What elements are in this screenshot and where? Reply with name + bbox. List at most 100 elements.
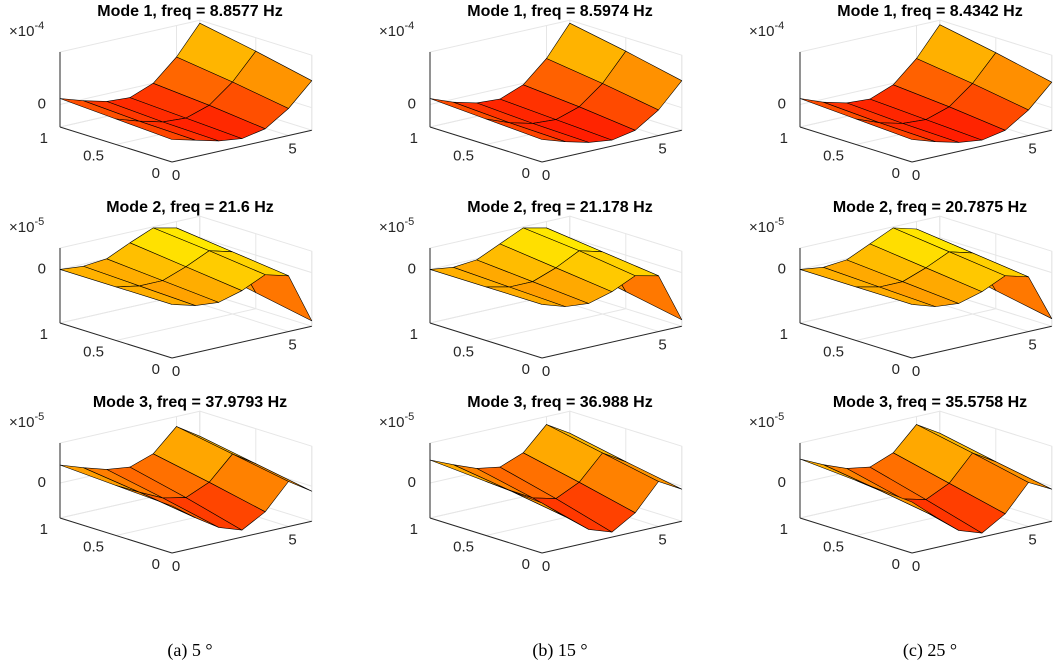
x-tick-label: 5 bbox=[658, 140, 666, 157]
x-tick-label: 0 bbox=[912, 363, 920, 380]
chart-title: Mode 2, freq = 21.178 Hz bbox=[467, 199, 652, 216]
chart-title: Mode 3, freq = 36.988 Hz bbox=[467, 394, 652, 411]
y-tick-label: 0.5 bbox=[453, 538, 474, 555]
surface-patch bbox=[855, 286, 936, 307]
exponent: -5 bbox=[34, 216, 44, 228]
y-tick-label: 0.5 bbox=[83, 538, 104, 555]
y-tick-label: 0 bbox=[892, 165, 900, 182]
x-axis-line bbox=[911, 129, 1052, 163]
z-tick-label: 0 bbox=[38, 95, 46, 112]
exponent: -5 bbox=[404, 216, 414, 228]
exponent-base: ×10 bbox=[749, 23, 774, 40]
exponent-label: ×10-5 bbox=[379, 411, 414, 431]
y-tick-label: 0.5 bbox=[453, 343, 474, 360]
surface-patch bbox=[855, 118, 936, 142]
subplot: 0 5 0 0.5 1 0 Mode 1, freq = 8.5974 Hz ×10-4 bbox=[379, 3, 683, 184]
chart-title: Mode 1, freq = 8.4342 Hz bbox=[837, 3, 1022, 20]
y-tick-label: 1 bbox=[780, 130, 788, 147]
y-tick-label: 1 bbox=[780, 521, 788, 538]
subplot: 0 5 0 0.5 1 0 Mode 1, freq = 8.4342 Hz ×10-4 bbox=[749, 3, 1053, 184]
subplot: 0 5 0 0.5 1 0 Mode 3, freq = 35.5758 Hz ×10-5 bbox=[749, 394, 1053, 575]
caption: (c) 25 ° bbox=[903, 640, 957, 661]
subplot: 0 5 0 0.5 1 0 Mode 3, freq = 36.988 Hz ×10-5 bbox=[379, 394, 683, 575]
exponent-base: ×10 bbox=[9, 23, 34, 40]
z-tick-label: 0 bbox=[778, 260, 786, 277]
exponent-label: ×10-5 bbox=[749, 216, 784, 236]
exponent: -4 bbox=[404, 20, 414, 32]
exponent-label: ×10-5 bbox=[379, 216, 414, 236]
x-axis-line bbox=[171, 325, 312, 359]
x-tick-label: 0 bbox=[542, 363, 550, 380]
y-axis-line bbox=[799, 126, 913, 163]
grid-line bbox=[199, 237, 312, 274]
y-tick-label: 0 bbox=[522, 556, 530, 573]
z-tick-label: 0 bbox=[408, 95, 416, 112]
x-tick-label: 0 bbox=[172, 558, 180, 575]
y-axis-line bbox=[59, 126, 173, 163]
x-tick-label: 5 bbox=[288, 140, 296, 157]
y-tick-label: 1 bbox=[780, 326, 788, 343]
x-tick-label: 0 bbox=[912, 558, 920, 575]
surface-patch bbox=[115, 285, 196, 306]
chart-title: Mode 3, freq = 37.9793 Hz bbox=[93, 394, 287, 411]
chart-title: Mode 2, freq = 20.7875 Hz bbox=[833, 199, 1027, 216]
exponent: -4 bbox=[774, 20, 784, 32]
x-axis-line bbox=[171, 520, 312, 554]
x-tick-label: 5 bbox=[288, 531, 296, 548]
x-tick-label: 5 bbox=[1028, 531, 1036, 548]
x-axis-line bbox=[541, 325, 682, 359]
y-tick-label: 1 bbox=[410, 326, 418, 343]
y-tick-label: 1 bbox=[40, 130, 48, 147]
x-tick-label: 5 bbox=[658, 531, 666, 548]
y-tick-label: 1 bbox=[40, 326, 48, 343]
exponent-base: ×10 bbox=[9, 414, 34, 431]
exponent: -5 bbox=[774, 216, 784, 228]
y-tick-label: 1 bbox=[40, 521, 48, 538]
y-tick-label: 0 bbox=[522, 165, 530, 182]
x-tick-label: 0 bbox=[542, 558, 550, 575]
y-tick-label: 1 bbox=[410, 521, 418, 538]
y-tick-label: 0 bbox=[522, 361, 530, 378]
x-tick-label: 0 bbox=[542, 167, 550, 184]
x-axis-line bbox=[911, 325, 1052, 359]
z-tick-label: 0 bbox=[408, 474, 416, 491]
y-axis-line bbox=[429, 322, 543, 359]
grid-line bbox=[855, 308, 996, 341]
z-tick-label: 0 bbox=[778, 474, 786, 491]
subplot: 0 5 0 0.5 1 0 Mode 2, freq = 20.7875 Hz ×10-5 bbox=[749, 199, 1053, 380]
surface-patch bbox=[115, 118, 196, 141]
caption: (a) 5 ° bbox=[167, 640, 212, 661]
subplot: 0 5 0 0.5 1 0 Mode 1, freq = 8.8577 Hz ×10-4 bbox=[9, 3, 313, 184]
x-axis-line bbox=[541, 520, 682, 554]
exponent-base: ×10 bbox=[379, 414, 404, 431]
exponent: -4 bbox=[34, 20, 44, 32]
z-tick-label: 0 bbox=[408, 260, 416, 277]
exponent-label: ×10-4 bbox=[749, 20, 784, 40]
y-tick-label: 0.5 bbox=[453, 147, 474, 164]
surface-patch bbox=[485, 118, 566, 142]
surface-patch bbox=[855, 480, 936, 518]
chart-title: Mode 2, freq = 21.6 Hz bbox=[106, 199, 274, 216]
y-tick-label: 0 bbox=[892, 361, 900, 378]
x-tick-label: 5 bbox=[1028, 336, 1036, 353]
y-axis-line bbox=[799, 322, 913, 359]
y-tick-label: 0 bbox=[152, 556, 160, 573]
grid-line bbox=[939, 237, 1052, 274]
exponent-label: ×10-5 bbox=[749, 411, 784, 431]
exponent: -5 bbox=[34, 411, 44, 423]
x-tick-label: 0 bbox=[912, 167, 920, 184]
y-tick-label: 0.5 bbox=[823, 147, 844, 164]
z-tick-label: 0 bbox=[38, 260, 46, 277]
exponent-label: ×10-4 bbox=[9, 20, 44, 40]
y-tick-label: 0.5 bbox=[823, 538, 844, 555]
exponent-base: ×10 bbox=[379, 219, 404, 236]
chart-title: Mode 3, freq = 35.5758 Hz bbox=[833, 394, 1027, 411]
grid-line bbox=[485, 308, 626, 341]
y-axis-line bbox=[429, 517, 543, 554]
exponent-base: ×10 bbox=[9, 219, 34, 236]
x-tick-label: 5 bbox=[658, 336, 666, 353]
x-axis-line bbox=[171, 129, 312, 163]
exponent-base: ×10 bbox=[749, 414, 774, 431]
surface-patch bbox=[485, 481, 566, 518]
